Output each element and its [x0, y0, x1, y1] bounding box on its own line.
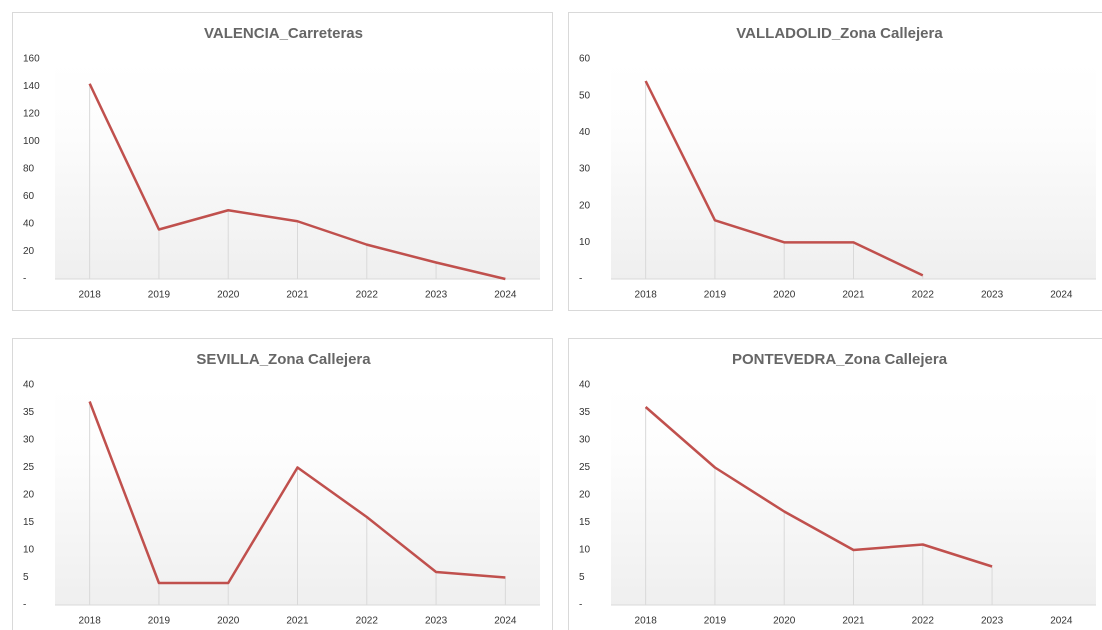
x-tick-label: 2018: [635, 616, 658, 627]
y-tick-label: 40: [579, 127, 591, 138]
chart-panel: SEVILLA_Zona Callejera - 5 10 15 20 25 30 35 40 20…: [12, 338, 553, 630]
y-tick-label: -: [579, 600, 582, 611]
y-tick-label: 60: [23, 191, 35, 202]
y-tick-label: 20: [579, 490, 591, 501]
x-tick-label: 2023: [981, 616, 1004, 627]
chart-title: VALLADOLID_Zona Callejera: [736, 25, 943, 42]
y-tick-label: 40: [23, 219, 35, 230]
y-tick-label: 60: [579, 54, 591, 65]
x-tick-label: 2023: [981, 290, 1004, 301]
x-tick-label: 2020: [217, 616, 240, 627]
x-tick-label: 2021: [842, 290, 865, 301]
y-tick-label: 20: [23, 490, 35, 501]
x-tick-label: 2022: [912, 616, 935, 627]
y-tick-label: -: [23, 274, 26, 285]
y-tick-label: 40: [23, 380, 35, 391]
y-tick-label: 15: [23, 517, 35, 528]
y-tick-label: 35: [23, 407, 35, 418]
x-tick-label: 2020: [773, 290, 796, 301]
x-tick-label: 2022: [912, 290, 935, 301]
chart-panel: PONTEVEDRA_Zona Callejera - 5 10 15 20 25 30 35 4…: [568, 338, 1102, 630]
y-tick-label: 140: [23, 81, 40, 92]
x-tick-label: 2022: [356, 616, 379, 627]
x-tick-label: 2023: [425, 290, 448, 301]
y-tick-label: 10: [579, 545, 591, 556]
y-tick-label: 10: [23, 545, 35, 556]
y-tick-label: 80: [23, 164, 35, 175]
y-tick-label: 30: [579, 435, 591, 446]
y-tick-label: 100: [23, 136, 40, 147]
y-tick-label: 30: [23, 435, 35, 446]
x-tick-label: 2019: [148, 616, 171, 627]
chart-title: VALENCIA_Carreteras: [204, 25, 363, 42]
x-tick-label: 2019: [704, 616, 727, 627]
y-tick-label: 40: [579, 380, 591, 391]
y-tick-label: 50: [579, 90, 591, 101]
y-tick-label: 10: [579, 237, 591, 248]
chart-title: PONTEVEDRA_Zona Callejera: [732, 351, 948, 368]
y-tick-label: 20: [579, 200, 591, 211]
x-tick-label: 2022: [356, 290, 379, 301]
x-tick-label: 2024: [494, 616, 517, 627]
y-tick-label: 25: [23, 462, 35, 473]
x-tick-label: 2021: [286, 616, 309, 627]
y-tick-label: 5: [579, 572, 585, 583]
x-tick-label: 2018: [79, 616, 102, 627]
x-tick-label: 2021: [286, 290, 309, 301]
chart-panel: VALENCIA_Carreteras - 20 40 60 80 100 120 140 160…: [12, 12, 553, 311]
y-tick-label: 35: [579, 407, 591, 418]
y-tick-label: 30: [579, 164, 591, 175]
x-tick-label: 2019: [148, 290, 171, 301]
y-tick-label: 160: [23, 54, 40, 65]
data-line: [644, 80, 924, 277]
x-tick-label: 2019: [704, 290, 727, 301]
y-tick-label: 5: [23, 572, 29, 583]
y-tick-label: -: [579, 274, 582, 285]
data-line: [88, 83, 506, 281]
x-tick-label: 2021: [842, 616, 865, 627]
chart-title: SEVILLA_Zona Callejera: [196, 351, 371, 368]
chart-panel: VALLADOLID_Zona Callejera - 10 20 30 40 50 60 20…: [568, 12, 1102, 311]
y-tick-label: 120: [23, 109, 40, 120]
x-tick-label: 2024: [1050, 290, 1073, 301]
x-tick-label: 2024: [494, 290, 517, 301]
y-tick-label: -: [23, 600, 26, 611]
x-tick-label: 2018: [79, 290, 102, 301]
x-tick-label: 2024: [1050, 616, 1073, 627]
data-line: [644, 406, 993, 568]
y-tick-label: 25: [579, 462, 591, 473]
y-tick-label: 15: [579, 517, 591, 528]
x-tick-label: 2020: [773, 616, 796, 627]
y-tick-label: 20: [23, 246, 35, 257]
data-line: [88, 401, 506, 585]
x-tick-label: 2018: [635, 290, 658, 301]
x-tick-label: 2023: [425, 616, 448, 627]
x-tick-label: 2020: [217, 290, 240, 301]
